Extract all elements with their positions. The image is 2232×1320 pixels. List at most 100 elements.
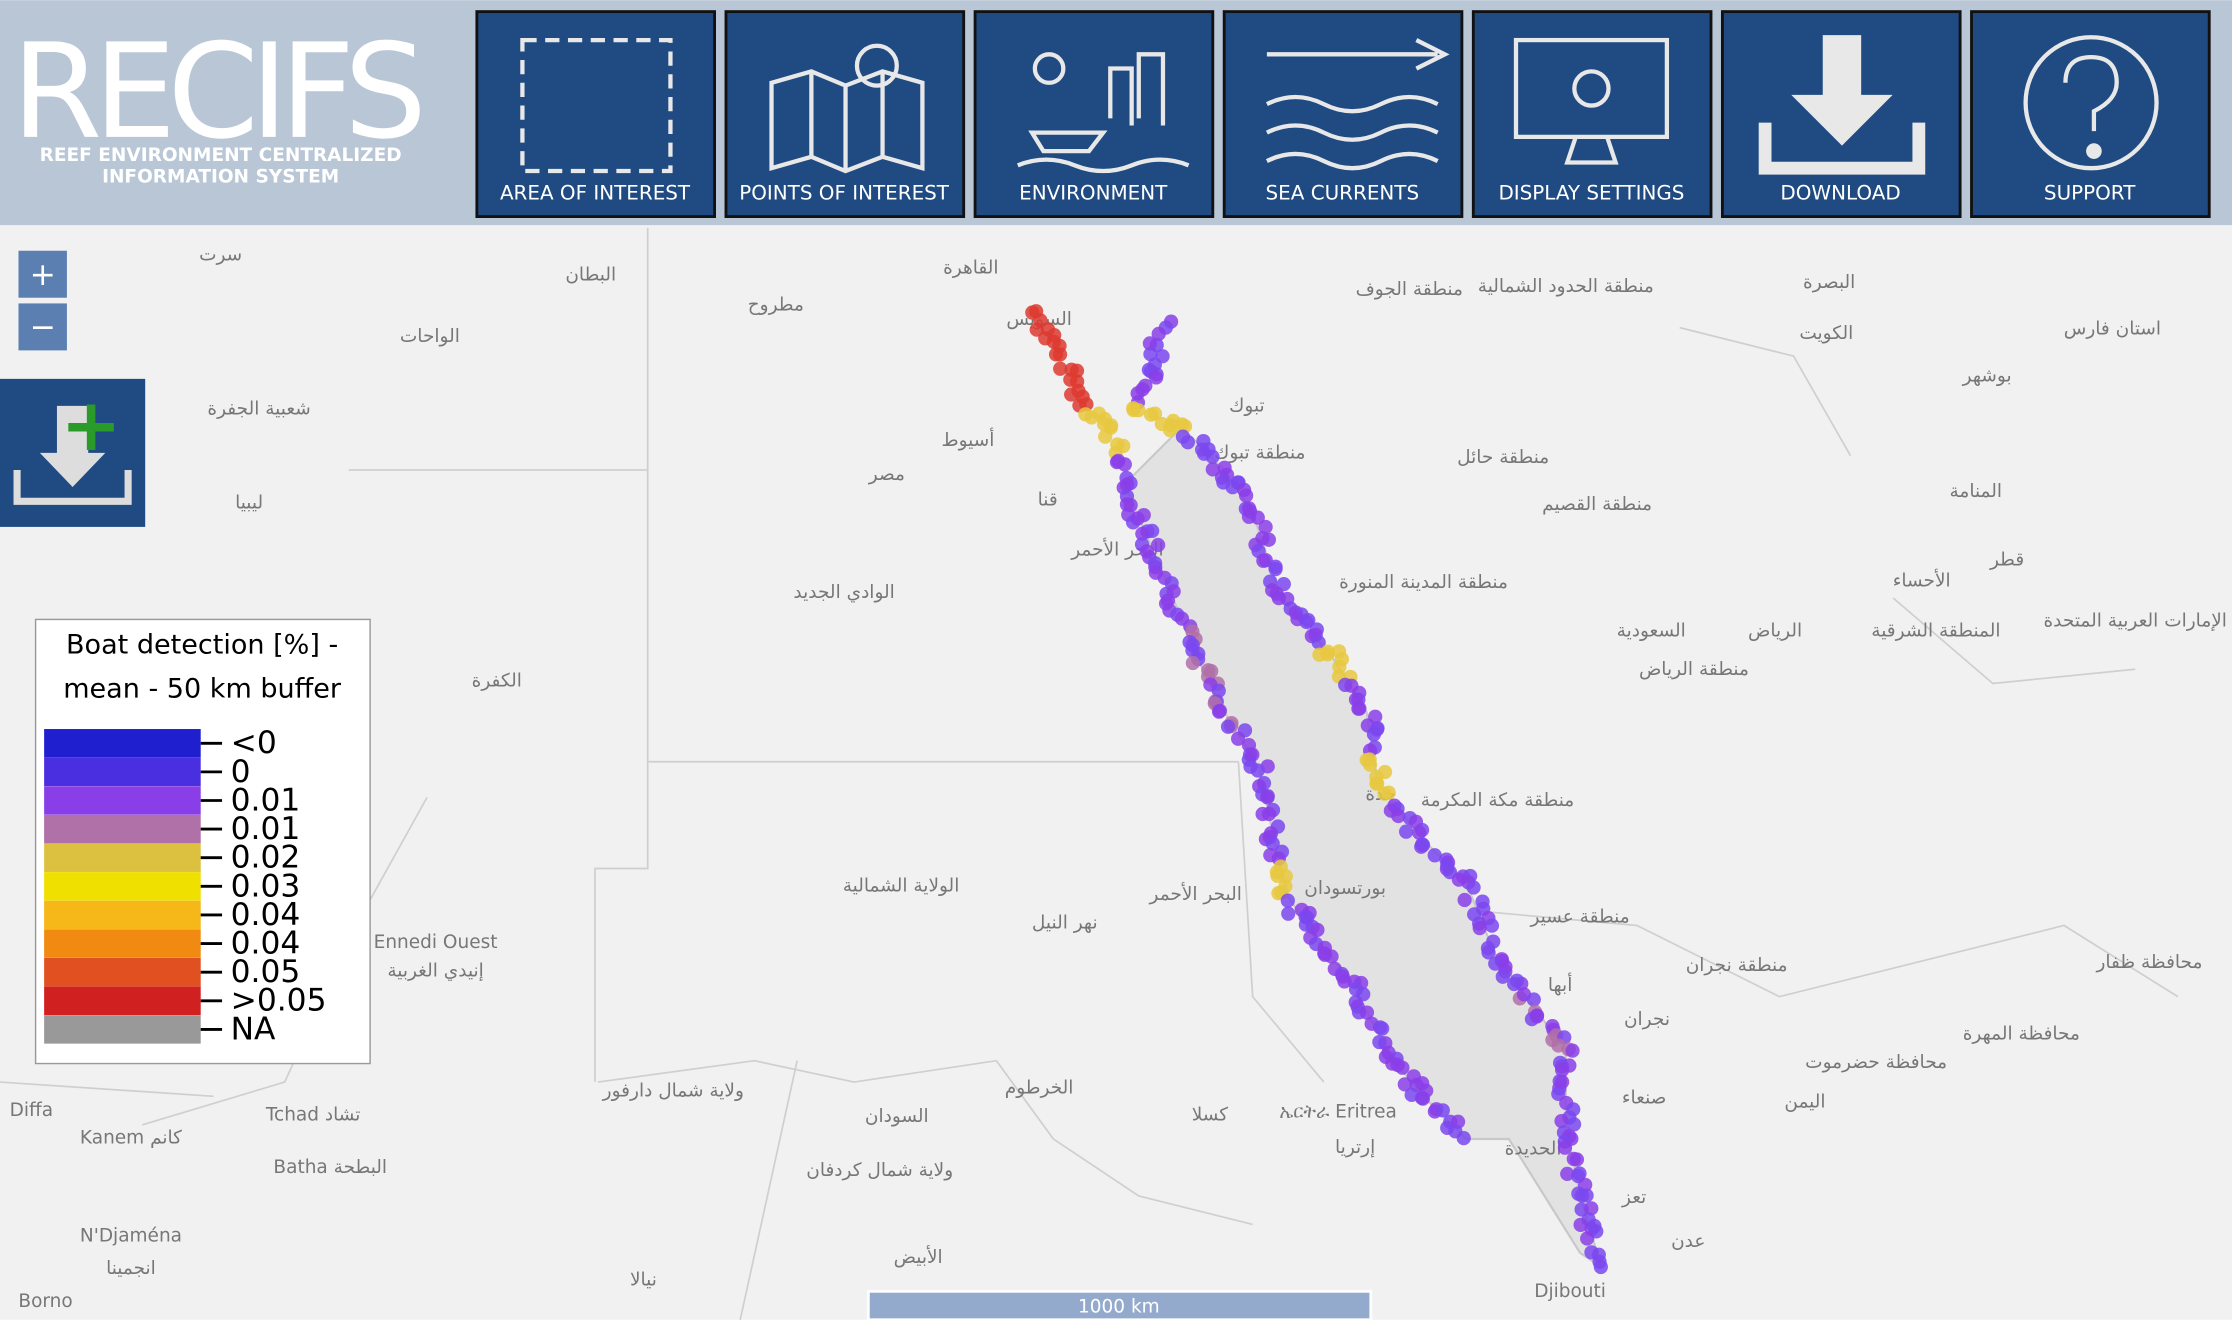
map-label: ليبيا: [235, 492, 263, 513]
dot: [1415, 1091, 1431, 1106]
map-label: أبها: [1548, 972, 1572, 996]
dot: [1395, 1060, 1410, 1075]
map-label: نهر النيل: [1032, 912, 1098, 933]
dot: [1484, 918, 1500, 933]
map-label: الخرطوم: [1005, 1077, 1074, 1098]
legend-label: 0.04: [231, 926, 301, 962]
dot: [1185, 655, 1200, 671]
map-label: تبوك: [1229, 396, 1265, 417]
dot: [1366, 727, 1382, 742]
dot: [1435, 1103, 1450, 1118]
legend-label: 0.04: [231, 897, 301, 933]
nav-button-label: SUPPORT: [2044, 182, 2136, 205]
map-label: Ennedi Ouest: [374, 932, 498, 953]
nav-button-label: SEA CURRENTS: [1266, 182, 1420, 205]
legend-swatch: [44, 929, 201, 958]
map-label: Djibouti: [1534, 1281, 1606, 1302]
dot: [1117, 457, 1132, 472]
icon-part: [520, 37, 673, 174]
map-label: الكويت: [1799, 323, 1853, 344]
nav-icon: [2023, 35, 2159, 171]
map-label: منطقة المدينة المنورة: [1339, 572, 1508, 593]
map-label: عدن: [1671, 1231, 1705, 1252]
map-label: تعز: [1621, 1187, 1646, 1208]
map-label: Diffa: [10, 1100, 53, 1121]
map-label: منطقة مكة المكرمة: [1421, 790, 1574, 811]
dot: [1566, 1151, 1581, 1167]
map-label: صنعاء: [1622, 1087, 1667, 1108]
zoom-out[interactable]: [18, 303, 67, 351]
nav-button[interactable]: DISPLAY SETTINGS: [1471, 10, 1713, 219]
nav-button[interactable]: POINTS OF INTEREST: [724, 10, 966, 219]
dot: [1593, 1259, 1608, 1275]
map-label: منطقة تبوك: [1214, 443, 1305, 464]
dot: [1135, 526, 1150, 541]
dot: [1281, 906, 1296, 921]
nav-button-label: DOWNLOAD: [1780, 182, 1900, 205]
nav-button[interactable]: SEA CURRENTS: [1222, 10, 1464, 219]
dot: [1258, 519, 1273, 535]
dot: [1131, 403, 1146, 418]
dot: [1579, 1188, 1594, 1203]
dot: [1375, 1021, 1390, 1036]
dot: [1495, 969, 1510, 984]
dot: [1238, 488, 1254, 503]
scale-bar: [866, 1289, 1373, 1320]
map-label: N'Djaména: [80, 1225, 182, 1246]
icon-part: [2063, 55, 2119, 132]
icon-part: [854, 43, 899, 88]
dot: [1456, 1131, 1471, 1146]
dot: [1048, 347, 1064, 362]
dot: [1372, 1034, 1387, 1050]
map-label: بورتسودان: [1304, 878, 1386, 899]
icon-part: [1572, 69, 1611, 108]
add-layer-button[interactable]: [0, 378, 146, 527]
dot: [1220, 719, 1236, 734]
dot: [1560, 1166, 1575, 1181]
dot: [1507, 976, 1522, 992]
map-label: الأحساء: [1893, 569, 1951, 592]
nav-button[interactable]: AREA OF INTEREST: [475, 10, 717, 219]
legend-swatch: [44, 757, 201, 787]
map-label: شعبية الجفرة: [207, 398, 310, 419]
map-label: السعودية: [1617, 621, 1686, 642]
nav-button-bg: [475, 10, 717, 219]
map-label: البحر الأحمر: [1149, 882, 1242, 905]
dot: [1029, 322, 1044, 337]
map-label: المنامة: [1950, 481, 2003, 502]
legend-swatch: [44, 786, 201, 815]
dot: [1231, 731, 1246, 746]
nav-button-label: ENVIRONMENT: [1019, 182, 1168, 205]
dot: [1398, 824, 1414, 839]
nav-button[interactable]: SUPPORT: [1970, 10, 2211, 219]
map-label: محافظة حضرموت: [1805, 1052, 1947, 1073]
legend-label: 0: [231, 754, 251, 790]
icon-part: [769, 69, 925, 174]
legend-swatch: [44, 900, 201, 930]
dot: [1565, 1043, 1580, 1058]
zoom-in[interactable]: [18, 250, 67, 298]
map-label: كسلا: [1192, 1104, 1229, 1125]
map-label: الواحات: [400, 326, 460, 347]
legend-label: 0.02: [231, 840, 301, 876]
legend-label: 0.01: [231, 811, 301, 847]
dot: [1180, 435, 1196, 450]
dot: [1205, 462, 1220, 477]
map-label: الأبيض: [894, 1245, 943, 1268]
nav-button-bg: [1970, 10, 2211, 219]
dot: [1299, 614, 1314, 630]
map-label: منطقة القصيم: [1542, 494, 1652, 515]
icon-part: [2086, 143, 2102, 159]
map-label: قطر: [1989, 549, 2024, 570]
zoom-out-label: −: [30, 310, 56, 346]
nav-button[interactable]: ENVIRONMENT: [973, 10, 1215, 219]
nav-button-bg: [1222, 10, 1464, 219]
nav-button[interactable]: DOWNLOAD: [1720, 10, 1962, 219]
dot: [1311, 635, 1326, 650]
map-label: استان فارس: [2064, 319, 2161, 340]
dot: [1320, 647, 1335, 662]
dot: [1256, 553, 1271, 568]
dot: [1211, 704, 1227, 719]
dot: [1381, 785, 1396, 800]
dot: [1196, 446, 1212, 461]
